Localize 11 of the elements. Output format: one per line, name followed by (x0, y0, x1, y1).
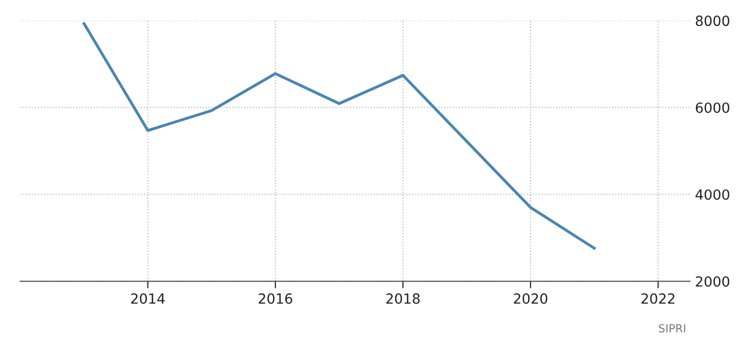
line-series (82, 22, 596, 250)
y-tick-label: 2000 (696, 276, 730, 287)
y-tick-label: 6000 (696, 102, 730, 113)
x-tick-label: 2014 (131, 293, 165, 304)
x-tick-label: 2018 (386, 293, 420, 304)
x-tick-label: 2016 (258, 293, 292, 304)
text: SIPRI (658, 324, 686, 333)
x-tick-label: 2022 (641, 293, 674, 304)
y-tick-label: 8000 (696, 16, 730, 26)
y-tick-label: 4000 (696, 189, 730, 200)
x-tick-label: 2020 (514, 293, 548, 304)
